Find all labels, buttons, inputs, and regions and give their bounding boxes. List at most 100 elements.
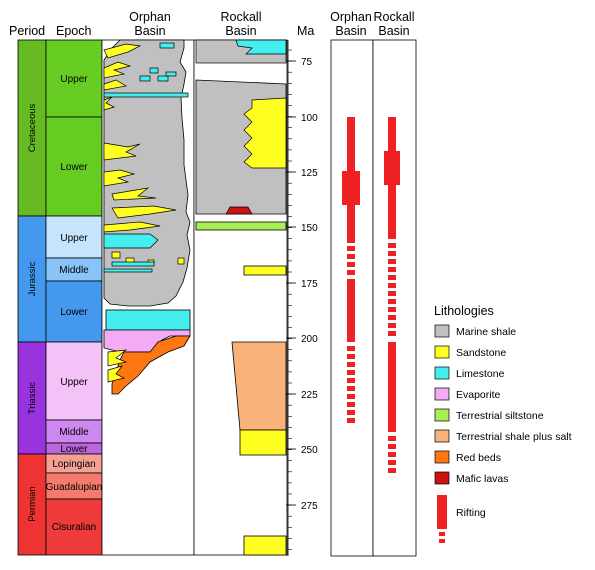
rift-rockall-bar-1-wide bbox=[384, 151, 400, 185]
tick-label: 100 bbox=[301, 113, 318, 124]
rift-orphan-dash-2 bbox=[347, 254, 355, 259]
period-cretaceous bbox=[17, 39, 47, 217]
rift-rockall-dash-12 bbox=[388, 331, 396, 336]
orphan-sandstone-3 bbox=[103, 79, 127, 91]
rockall-basin-header-line1: Rockall bbox=[221, 10, 262, 24]
rockall-basin-header-line2: Basin bbox=[225, 24, 256, 38]
rockall-basin-column bbox=[193, 39, 288, 556]
rockall-shale-plus-salt bbox=[231, 341, 287, 431]
rockall-sandstone-permian bbox=[243, 535, 287, 556]
orphan-limestone-6 bbox=[103, 92, 189, 98]
epoch-label-triassic-upper: Upper bbox=[60, 377, 88, 388]
epoch-label-jurassic-middle: Middle bbox=[59, 265, 89, 276]
orphan-sandstone-12 bbox=[177, 257, 185, 265]
rift-rockall-header-line1: Rockall bbox=[374, 10, 415, 24]
orphan-sandstone-14 bbox=[107, 349, 128, 367]
rift-orphan-bar-2 bbox=[347, 205, 355, 243]
period-label-jurassic: Jurassic bbox=[27, 261, 38, 296]
period-label-cretaceous: Cretaceous bbox=[27, 103, 38, 152]
period-header: Period bbox=[9, 24, 45, 38]
period-jurassic bbox=[17, 215, 47, 343]
rift-rockall-dash-4 bbox=[388, 267, 396, 272]
orphan-sandstone-4 bbox=[103, 96, 115, 111]
legend-swatch-evaporite bbox=[434, 387, 450, 401]
rift-orphan-dash-13 bbox=[347, 410, 355, 415]
epoch-label-cretaceous-lower: Lower bbox=[60, 162, 88, 173]
rockall-sandstone-jurassic bbox=[243, 265, 287, 276]
orphan-sandstone-1 bbox=[103, 43, 142, 59]
epoch-cretaceous-upper bbox=[45, 39, 103, 118]
rockall-sandstone-triassic bbox=[239, 429, 287, 456]
legend-label-mafic-lavas: Mafic lavas bbox=[456, 473, 509, 485]
epoch-header: Epoch bbox=[56, 24, 91, 38]
legend-swatch-limestone bbox=[434, 366, 450, 380]
rift-rockall-dash-16 bbox=[388, 460, 396, 465]
legend-label-limestone: Limestone bbox=[456, 368, 505, 380]
orphan-sandstone-2 bbox=[103, 61, 132, 79]
rockall-terrestrial-siltstone bbox=[195, 221, 287, 231]
epoch-label-permian-cisuralian: Cisuralian bbox=[52, 522, 96, 533]
orphan-limestone-3 bbox=[139, 75, 151, 82]
tick-label: 275 bbox=[301, 501, 318, 512]
tick-label: 175 bbox=[301, 279, 318, 290]
epoch-label-jurassic-lower: Lower bbox=[60, 307, 88, 318]
epoch-permian-guadalupian bbox=[45, 472, 103, 500]
rift-orphan-header-line1: Orphan bbox=[330, 10, 372, 24]
legend-swatch-terrestrial-siltstone bbox=[434, 408, 450, 422]
orphan-limestone-7 bbox=[103, 233, 159, 249]
tick-label: 125 bbox=[301, 168, 318, 179]
epoch-cretaceous-lower bbox=[45, 116, 103, 217]
epoch-label-permian-lopingian: Lopingian bbox=[52, 459, 95, 470]
orphan-basin-header-line2: Basin bbox=[134, 24, 165, 38]
orphan-limestone-8 bbox=[111, 261, 155, 267]
legend-label-evaporite: Evaporite bbox=[456, 389, 501, 401]
orphan-sandstone-8 bbox=[111, 205, 177, 219]
rift-rockall-header-line2: Basin bbox=[378, 24, 409, 38]
rift-orphan-dash-7 bbox=[347, 362, 355, 367]
orphan-limestone-2 bbox=[149, 67, 159, 74]
orphan-limestone-1 bbox=[159, 42, 175, 49]
legend-swatch-sandstone bbox=[434, 345, 450, 359]
epoch-label-cretaceous-upper: Upper bbox=[60, 74, 88, 85]
rift-rockall-dash-14 bbox=[388, 444, 396, 449]
orphan-basin-header-line1: Orphan bbox=[129, 10, 171, 24]
legend-swatch-mafic-lavas bbox=[434, 471, 450, 485]
rift-rockall-dash-15 bbox=[388, 452, 396, 457]
legend-label-terrestrial-shale-plus-salt: Terrestrial shale plus salt bbox=[456, 431, 572, 443]
tick-label: 200 bbox=[301, 334, 318, 345]
orphan-sandstone-9 bbox=[103, 221, 161, 233]
rift-orphan-header-line2: Basin bbox=[335, 24, 366, 38]
rift-orphan-dash-9 bbox=[347, 378, 355, 383]
orphan-limestone-9 bbox=[103, 268, 153, 273]
lithology-legend: Lithologies Marine shale Sandstone Limes… bbox=[434, 304, 572, 543]
rift-orphan-dash-10 bbox=[347, 386, 355, 391]
orphan-limestone-5 bbox=[165, 71, 177, 77]
rift-rockall-dash-1 bbox=[388, 243, 396, 248]
legend-label-rifting: Rifting bbox=[456, 507, 486, 519]
rift-rockall-dash-7 bbox=[388, 291, 396, 296]
rift-orphan-dash-6 bbox=[347, 354, 355, 359]
rift-orphan-dash-4 bbox=[347, 270, 355, 275]
rift-orphan-dash-11 bbox=[347, 394, 355, 399]
rift-rockall-dash-5 bbox=[388, 275, 396, 280]
rockall-limestone-top bbox=[235, 39, 287, 55]
period-label-triassic: Triassic bbox=[27, 382, 38, 415]
legend-label-marine-shale: Marine shale bbox=[456, 326, 516, 338]
rift-rockall-dash-13 bbox=[388, 436, 396, 441]
rift-orphan-dash-8 bbox=[347, 370, 355, 375]
ma-header: Ma bbox=[297, 24, 314, 38]
rift-rockall-dash-17 bbox=[388, 468, 396, 473]
epoch-label-jurassic-upper: Upper bbox=[60, 233, 88, 244]
ma-axis: 75 100 125 150 175 200 225 250 275 bbox=[286, 40, 318, 556]
legend-swatch-terrestrial-shale-plus-salt bbox=[434, 429, 450, 443]
epoch-permian-cisuralian bbox=[45, 498, 103, 556]
orphan-sandstone-6 bbox=[103, 169, 136, 187]
rift-rockall-dash-9 bbox=[388, 307, 396, 312]
rift-rockall-dash-11 bbox=[388, 323, 396, 328]
legend-rifting-symbol bbox=[437, 495, 447, 529]
legend-rifting-dash bbox=[439, 532, 445, 536]
rift-orphan-dash-14 bbox=[347, 418, 355, 423]
period-triassic bbox=[17, 341, 47, 455]
tick-label: 250 bbox=[301, 445, 318, 456]
